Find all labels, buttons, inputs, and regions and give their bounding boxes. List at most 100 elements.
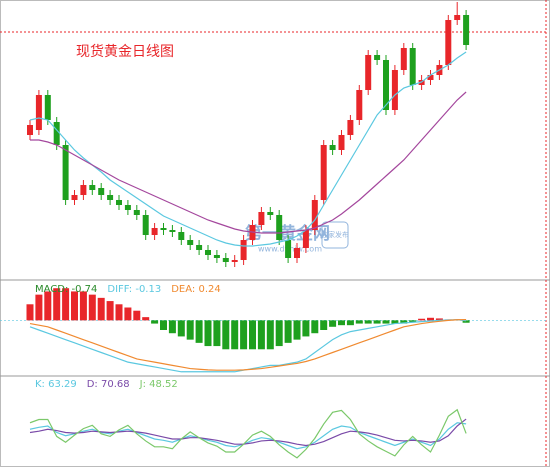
macd-bar (62, 288, 70, 321)
macd-bar (284, 320, 292, 343)
candle-body (124, 205, 131, 210)
macd-bar (338, 320, 345, 326)
candle-body (142, 215, 149, 235)
candle-body (240, 240, 247, 260)
candle-body (463, 15, 470, 45)
legend-entry: J: 48.52 (139, 379, 178, 390)
candle-body (311, 200, 318, 230)
macd-bar (222, 320, 230, 350)
legend-entry: MACD: -0.74 (35, 284, 97, 295)
legend-entry: DEA: 0.24 (171, 284, 221, 295)
macd-bar (124, 307, 132, 321)
candle-body (294, 248, 300, 258)
macd-bar (213, 320, 221, 347)
indicator-line (29, 422, 467, 450)
candle-body (365, 55, 372, 90)
macd-bar (177, 320, 185, 337)
candle-body (258, 212, 265, 225)
candle-body (133, 210, 140, 215)
indicator-line (29, 408, 467, 459)
candle-body (276, 215, 283, 240)
macd-bar (71, 291, 78, 321)
macd-bar (240, 320, 248, 350)
macd-bar (106, 301, 114, 321)
macd-bar (302, 320, 310, 337)
macd-bar (409, 320, 417, 322)
macd-bar (133, 310, 141, 321)
legend-entry: D: 70.68 (87, 379, 130, 390)
macd-bar (364, 320, 372, 324)
candle-body (27, 125, 33, 135)
candle-body (409, 48, 416, 85)
macd-bar (462, 320, 470, 323)
candle-body (98, 188, 105, 195)
macd-bar (249, 320, 256, 350)
candle-body (35, 95, 42, 130)
legend-entry: DIFF: -0.13 (107, 284, 161, 295)
macd-bar (151, 320, 159, 324)
candle-body (338, 135, 345, 150)
watermark-badge-box (321, 221, 349, 249)
macd-bar (204, 320, 212, 347)
macd-bar (311, 320, 319, 334)
macd-bar (391, 320, 399, 324)
candle-body (302, 230, 309, 248)
candle-body (116, 200, 122, 205)
macd-bar (186, 320, 194, 340)
candle-body (178, 232, 185, 240)
macd-bar (435, 318, 443, 321)
macd-bar (26, 304, 34, 321)
macd-bar (168, 320, 176, 334)
candle-body (267, 212, 274, 215)
candle-body (89, 185, 96, 190)
indicator-line (29, 318, 467, 371)
candle-body (187, 240, 194, 245)
macd-bar (88, 294, 96, 321)
candle-body (151, 228, 158, 235)
candle-body (329, 145, 336, 150)
candle-body (400, 48, 407, 70)
chart-title: 现货黄金日线图 (76, 43, 174, 60)
macd-bar (293, 320, 301, 340)
macd-bar (275, 320, 283, 347)
macd-bar (346, 320, 354, 326)
candle-body (454, 15, 461, 20)
candle-body (160, 228, 167, 230)
watermark-badge: 独家发布 (321, 230, 349, 239)
indicator-line (29, 418, 467, 447)
macd-bar (44, 291, 52, 321)
macd-bar (320, 320, 328, 330)
macd-bar (329, 320, 337, 327)
candle-body (44, 95, 51, 120)
candle-body (222, 258, 229, 262)
macd-bar (142, 317, 150, 321)
macd-bar (400, 320, 408, 324)
candle-body (427, 75, 434, 80)
candle-body (107, 195, 114, 200)
candle-body (80, 185, 87, 195)
candle-body (320, 145, 327, 200)
candle-body (71, 195, 78, 200)
candle-body (347, 120, 354, 135)
macd-bar (231, 320, 239, 350)
candle-body (169, 230, 176, 232)
macd-bar (427, 317, 434, 321)
macd-bar (382, 320, 390, 324)
candle-body (231, 260, 238, 262)
macd-bar (160, 320, 167, 330)
candle-body (53, 122, 60, 145)
macd-bar (266, 320, 274, 350)
legend-entry: K: 63.29 (35, 379, 77, 390)
macd-bar (79, 291, 87, 321)
macd-bar (97, 297, 105, 321)
macd-bar (195, 320, 203, 343)
moving-average (29, 51, 467, 247)
macd-bar (373, 320, 381, 324)
macd-bar (115, 304, 123, 321)
candle-body (391, 70, 398, 110)
candle-body (285, 240, 292, 258)
macd-bar (53, 288, 61, 321)
macd-bar (35, 294, 43, 321)
